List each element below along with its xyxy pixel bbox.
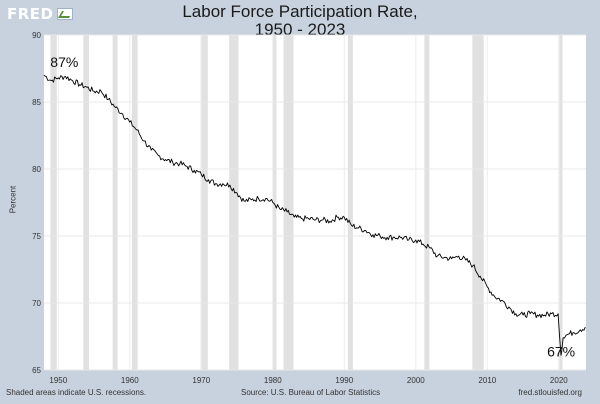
recession-band xyxy=(83,35,89,370)
annotation-label: 67% xyxy=(547,344,575,360)
recession-band xyxy=(472,35,484,370)
x-tick-label: 1950 xyxy=(49,376,67,385)
recession-band xyxy=(50,35,57,370)
series-line xyxy=(43,74,586,356)
y-tick-label: 90 xyxy=(32,31,41,40)
recession-shading xyxy=(50,35,563,370)
y-tick-label: 65 xyxy=(32,366,41,375)
x-tick-labels: 1950 1960 1970 1980 1990 2000 2010 2020 xyxy=(49,376,568,385)
y-tick-label: 70 xyxy=(32,299,41,308)
fred-logo[interactable]: FRED xyxy=(7,5,73,23)
chart-subtitle: 1950 - 2023 xyxy=(254,20,346,39)
y-tick-label: 85 xyxy=(32,98,41,107)
x-tick-label: 1970 xyxy=(192,376,210,385)
recession-band xyxy=(229,35,239,370)
fred-logo-text: FRED xyxy=(7,5,54,23)
grid-lines xyxy=(44,34,586,371)
source-note: Source: U.S. Bureau of Labor Statistics xyxy=(241,388,381,397)
x-tick-label: 2010 xyxy=(478,376,496,385)
recession-band xyxy=(424,35,430,370)
annotations: 87% 67% xyxy=(50,54,575,359)
recession-band xyxy=(112,35,118,370)
recession-band xyxy=(272,35,277,370)
y-tick-labels: 65 70 75 80 85 90 xyxy=(32,31,41,375)
recession-band xyxy=(347,35,353,370)
recession-note: Shaded areas indicate U.S. recessions. xyxy=(6,388,147,397)
recession-band xyxy=(283,35,294,370)
x-tick-label: 2000 xyxy=(407,376,425,385)
fred-url-link[interactable]: fred.stlouisfed.org xyxy=(518,388,582,397)
x-tick-label: 1980 xyxy=(264,376,282,385)
x-tick-label: 2020 xyxy=(550,376,568,385)
x-tick-label: 1990 xyxy=(335,376,353,385)
y-tick-label: 75 xyxy=(32,232,41,241)
chart-title: Labor Force Participation Rate, xyxy=(182,2,418,21)
series-layer xyxy=(43,74,586,356)
recession-band xyxy=(131,35,138,370)
y-tick-label: 80 xyxy=(32,165,41,174)
recession-band xyxy=(559,35,563,370)
fred-chart-icon xyxy=(56,8,73,20)
annotation-label: 87% xyxy=(50,54,78,70)
recession-band xyxy=(200,35,208,370)
plot-area xyxy=(44,35,586,370)
x-tick-label: 1960 xyxy=(121,376,139,385)
